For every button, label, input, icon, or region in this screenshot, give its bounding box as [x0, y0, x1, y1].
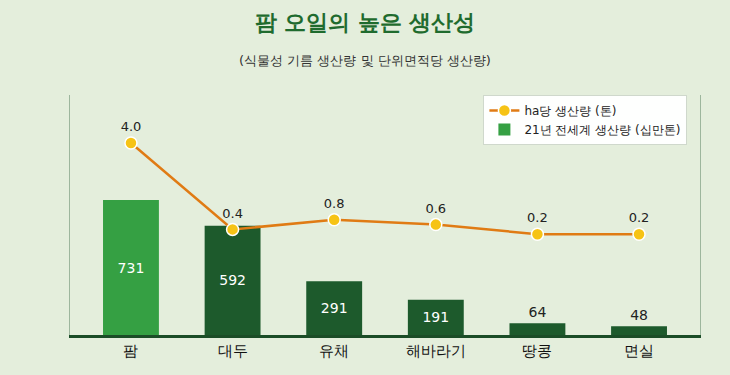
svg-text:592: 592 [219, 272, 246, 288]
svg-text:291: 291 [321, 300, 348, 316]
svg-text:면실: 면실 [624, 342, 654, 360]
svg-text:(식물성 기름 생산량 및 단위면적당 생산량): (식물성 기름 생산량 및 단위면적당 생산량) [239, 53, 491, 68]
svg-text:0.6: 0.6 [425, 201, 446, 216]
svg-text:64: 64 [528, 304, 546, 320]
svg-text:해바라기: 해바라기 [406, 342, 466, 360]
svg-text:191: 191 [422, 309, 449, 325]
svg-text:팜: 팜 [123, 342, 138, 360]
svg-text:731: 731 [118, 260, 145, 276]
svg-text:0.2: 0.2 [629, 210, 650, 225]
svg-text:0.4: 0.4 [222, 206, 243, 221]
svg-text:팜 오일의 높은 생산성: 팜 오일의 높은 생산성 [255, 10, 476, 35]
svg-text:48: 48 [630, 307, 648, 323]
svg-text:21년 전세계 생산량 (십만톤): 21년 전세계 생산량 (십만톤) [524, 123, 680, 137]
svg-text:4.0: 4.0 [121, 119, 142, 134]
svg-text:0.8: 0.8 [324, 196, 345, 211]
svg-text:유채: 유채 [319, 342, 349, 360]
svg-text:땅콩: 땅콩 [522, 342, 552, 360]
svg-text:0.2: 0.2 [527, 210, 548, 225]
svg-text:대두: 대두 [218, 342, 248, 360]
svg-text:ha당 생산량 (톤): ha당 생산량 (톤) [524, 104, 616, 118]
